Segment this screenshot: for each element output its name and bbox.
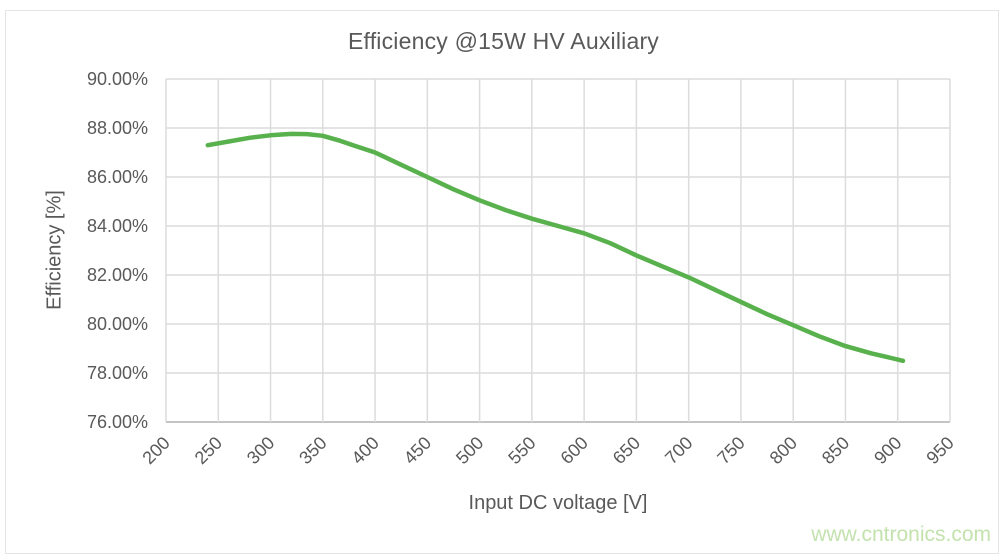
x-tick-label: 750	[713, 433, 748, 468]
x-tick-label: 700	[661, 433, 696, 468]
x-tick-label: 250	[191, 433, 226, 468]
x-tick-label: 900	[870, 433, 905, 468]
x-tick-label: 400	[348, 433, 383, 468]
x-tick-label: 500	[452, 433, 487, 468]
watermark-text: www.cntronics.com	[811, 523, 991, 546]
y-tick-label: 78.00%	[87, 363, 148, 383]
y-tick-label: 84.00%	[87, 216, 148, 236]
chart-title: Efficiency @15W HV Auxiliary	[347, 28, 659, 54]
x-tick-label: 350	[295, 433, 330, 468]
x-tick-label: 200	[138, 433, 173, 468]
x-tick-label: 300	[243, 433, 278, 468]
x-tick-label: 600	[557, 433, 592, 468]
x-tick-label: 450	[400, 433, 435, 468]
y-tick-label: 88.00%	[87, 118, 148, 138]
x-tick-label: 650	[609, 433, 644, 468]
efficiency-line	[205, 131, 906, 364]
x-tick-label: 550	[504, 433, 539, 468]
x-axis-title: Input DC voltage [V]	[468, 492, 648, 514]
x-tick-label: 950	[922, 433, 957, 468]
y-tick-label: 86.00%	[87, 167, 148, 187]
y-tick-label: 90.00%	[87, 69, 148, 89]
y-tick-label: 82.00%	[87, 265, 148, 285]
y-tick-label: 80.00%	[87, 314, 148, 334]
x-tick-label: 850	[818, 433, 853, 468]
x-tick-label: 800	[766, 433, 801, 468]
y-tick-label: 76.00%	[87, 412, 148, 432]
